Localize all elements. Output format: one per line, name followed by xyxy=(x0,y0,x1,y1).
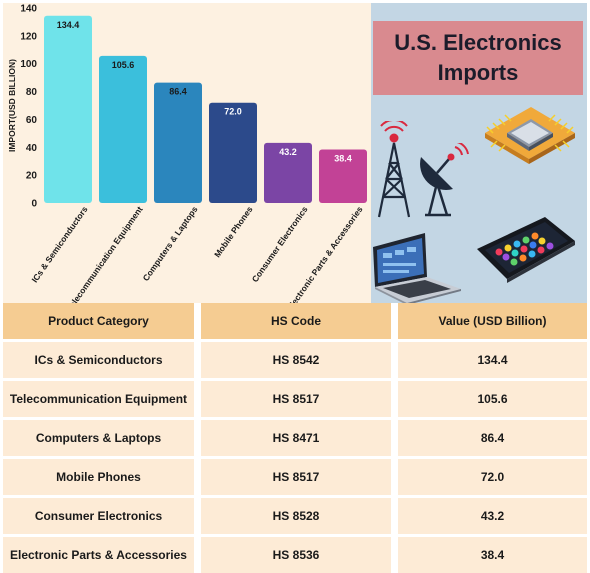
bar-value-label: 86.4 xyxy=(169,87,187,97)
bar-value-label: 72.0 xyxy=(224,107,242,117)
cell-value: 134.4 xyxy=(398,342,587,378)
cell-product-category: Mobile Phones xyxy=(3,459,194,495)
cell-hs-code: HS 8471 xyxy=(201,420,391,456)
cell-value: 43.2 xyxy=(398,498,587,534)
antenna-tower-icon xyxy=(377,121,411,218)
bar-chart-panel: IMPORT(USD BILLION) 0 20 40 60 80 100 120 140 134… xyxy=(3,3,371,303)
cell-hs-code: HS 8517 xyxy=(201,381,391,417)
title-box: U.S. Electronics Imports xyxy=(373,21,583,95)
y-tick-label: 140 xyxy=(20,4,37,15)
bar xyxy=(319,149,367,203)
bar xyxy=(209,102,257,203)
cell-product-category: Computers & Laptops xyxy=(3,420,194,456)
bar-value-label: 134.4 xyxy=(57,20,80,30)
table-row: Computers & Laptops HS 8471 86.4 xyxy=(3,420,587,456)
y-tick-label: 120 xyxy=(20,31,37,42)
table-row: Mobile Phones HS 8517 72.0 xyxy=(3,459,587,495)
x-tick-label: ICs & Semiconductors xyxy=(29,204,89,284)
cell-product-category: Consumer Electronics xyxy=(3,498,194,534)
cell-value: 86.4 xyxy=(398,420,587,456)
cell-value: 72.0 xyxy=(398,459,587,495)
cell-hs-code: HS 8536 xyxy=(201,537,391,573)
header-product-category: Product Category xyxy=(3,303,194,339)
smartphone-icon xyxy=(477,217,575,283)
satellite-dish-icon xyxy=(420,143,469,217)
cell-value: 38.4 xyxy=(398,537,587,573)
cell-value: 105.6 xyxy=(398,381,587,417)
y-tick-label: 0 xyxy=(31,199,37,210)
microchip-icon xyxy=(485,107,575,164)
bar xyxy=(44,15,92,203)
chart-title-line-1: U.S. Electronics xyxy=(394,30,562,55)
bar-value-label: 38.4 xyxy=(334,154,352,164)
bar-value-label: 105.6 xyxy=(112,60,135,70)
table-row: Telecommunication Equipment HS 8517 105.… xyxy=(3,381,587,417)
table-row: Consumer Electronics HS 8528 43.2 xyxy=(3,498,587,534)
cell-hs-code: HS 8542 xyxy=(201,342,391,378)
table-header-row: Product Category HS Code Value (USD Bill… xyxy=(3,303,587,339)
x-tick-label: Computers & Laptops xyxy=(141,204,200,283)
illustration-panel: U.S. Electronics Imports xyxy=(371,3,587,303)
cell-hs-code: HS 8517 xyxy=(201,459,391,495)
x-tick-label: Mobile Phones xyxy=(212,204,255,259)
bar xyxy=(99,55,147,203)
cell-hs-code: HS 8528 xyxy=(201,498,391,534)
y-axis-label: IMPORT(USD BILLION) xyxy=(7,59,17,152)
bar xyxy=(264,142,312,203)
y-tick-label: 100 xyxy=(20,59,37,70)
y-tick-label: 60 xyxy=(26,115,38,126)
y-tick-label: 80 xyxy=(26,87,38,98)
y-tick-label: 40 xyxy=(26,143,38,154)
chart-title-line-2: Imports xyxy=(437,60,519,85)
bar-chart: IMPORT(USD BILLION) 0 20 40 60 80 100 120 140 134… xyxy=(7,4,367,303)
header-value: Value (USD Billion) xyxy=(398,303,587,339)
cell-product-category: ICs & Semiconductors xyxy=(3,342,194,378)
laptop-icon xyxy=(373,233,461,303)
cell-product-category: Electronic Parts & Accessories xyxy=(3,537,194,573)
cell-product-category: Telecommunication Equipment xyxy=(3,381,194,417)
x-tick-label: Consumer Electronics xyxy=(250,204,310,284)
bar-value-label: 43.2 xyxy=(279,147,297,157)
y-tick-label: 20 xyxy=(26,171,38,182)
table-row: ICs & Semiconductors HS 8542 134.4 xyxy=(3,342,587,378)
bar xyxy=(154,82,202,203)
header-hs-code: HS Code xyxy=(201,303,391,339)
table-row: Electronic Parts & Accessories HS 8536 3… xyxy=(3,537,587,573)
